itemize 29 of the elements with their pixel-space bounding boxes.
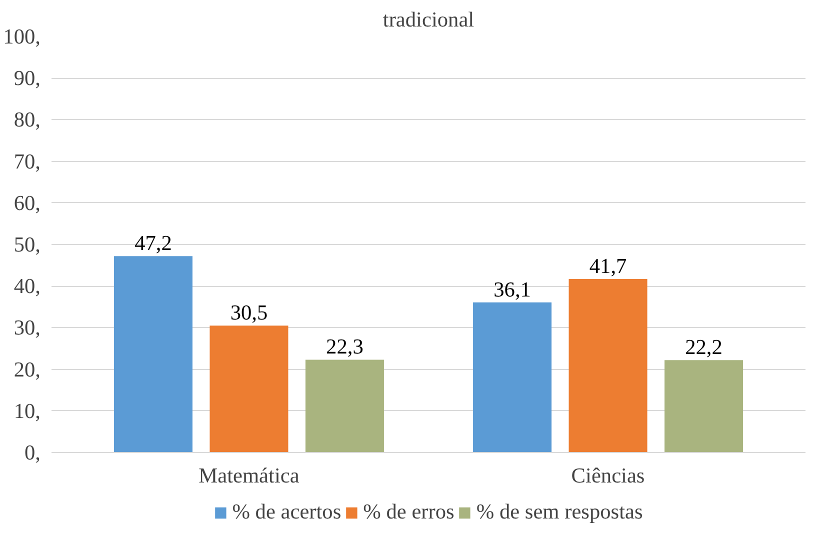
text: 36,1 <box>494 277 531 302</box>
y-tick-label: 100, <box>3 24 41 48</box>
text: 22,2 <box>685 335 722 360</box>
legend-label: % de sem respostas <box>476 500 643 524</box>
y-tick-label: 10, <box>14 398 41 423</box>
legend-label: % de erros <box>363 500 454 524</box>
bar <box>568 279 648 452</box>
legend-label: % de acertos <box>232 500 342 524</box>
y-tick-label: 20, <box>14 357 41 382</box>
chart-title: tradicional <box>382 8 474 32</box>
x-tick-label: Matemática <box>198 464 300 488</box>
y-tick-label: 0, <box>24 440 41 464</box>
bar <box>664 360 744 452</box>
bar <box>210 326 288 452</box>
x-tick-label: Ciências <box>571 464 645 488</box>
y-tick-label: 70, <box>14 149 41 174</box>
bar <box>114 256 192 452</box>
text: 41,7 <box>589 254 627 278</box>
text: 47,2 <box>134 231 172 256</box>
y-tick-label: 50, <box>14 232 41 256</box>
bar <box>305 360 384 452</box>
y-tick-label: 80, <box>14 108 41 132</box>
text: 30,5 <box>230 300 268 325</box>
y-tick-label: 40, <box>14 274 41 298</box>
y-tick-label: 30, <box>14 316 41 340</box>
y-tick-label: 60, <box>14 190 41 215</box>
bar <box>473 302 552 452</box>
text: 22,3 <box>326 334 364 359</box>
y-tick-label: 90, <box>14 66 41 90</box>
